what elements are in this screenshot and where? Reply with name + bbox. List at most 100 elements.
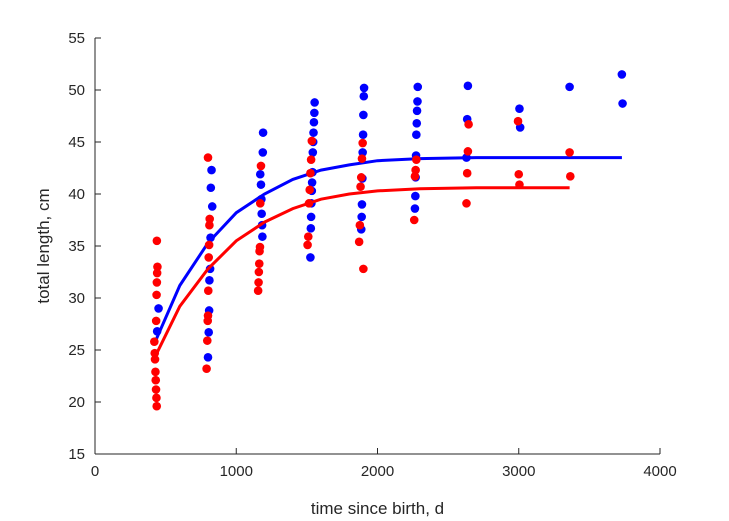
data-point bbox=[409, 215, 419, 225]
data-point bbox=[303, 240, 312, 250]
data-point bbox=[203, 286, 213, 296]
data-point bbox=[305, 185, 315, 195]
data-point bbox=[464, 120, 473, 129]
data-point bbox=[152, 278, 162, 287]
data-point bbox=[358, 138, 367, 148]
x-tick-label: 3000 bbox=[502, 463, 535, 480]
data-point bbox=[203, 153, 213, 162]
data-point bbox=[306, 212, 316, 222]
y-tick-label: 35 bbox=[68, 238, 85, 255]
data-point bbox=[565, 82, 574, 92]
data-point bbox=[204, 328, 214, 337]
data-point bbox=[618, 99, 627, 108]
data-point bbox=[355, 220, 365, 230]
data-point bbox=[412, 155, 421, 164]
data-point bbox=[462, 168, 472, 178]
data-point bbox=[152, 236, 162, 246]
data-point bbox=[306, 253, 315, 262]
data-point bbox=[307, 136, 317, 146]
data-point bbox=[413, 97, 422, 106]
data-point bbox=[310, 98, 319, 107]
data-point bbox=[309, 117, 319, 127]
data-point bbox=[151, 375, 161, 385]
data-point bbox=[357, 154, 367, 163]
data-point bbox=[463, 147, 473, 156]
data-point bbox=[205, 220, 214, 230]
data-point bbox=[152, 401, 162, 411]
data-point bbox=[255, 199, 265, 208]
data-point bbox=[151, 316, 161, 326]
data-point bbox=[566, 172, 575, 181]
data-point bbox=[258, 128, 268, 137]
data-point bbox=[207, 202, 217, 211]
data-point bbox=[150, 337, 159, 346]
data-point bbox=[207, 165, 216, 175]
data-point bbox=[462, 199, 471, 208]
data-point bbox=[359, 264, 368, 274]
data-point bbox=[153, 262, 162, 272]
data-point bbox=[358, 130, 368, 140]
data-point bbox=[310, 108, 319, 118]
data-point bbox=[205, 276, 214, 285]
x-tick-label: 2000 bbox=[361, 463, 394, 480]
data-point bbox=[413, 82, 423, 92]
data-point bbox=[357, 200, 367, 209]
data-point bbox=[202, 364, 211, 374]
x-tick-label: 0 bbox=[91, 463, 99, 480]
plot-area bbox=[150, 70, 627, 411]
fit-curve bbox=[152, 186, 570, 359]
data-point bbox=[151, 367, 160, 377]
data-point bbox=[356, 182, 365, 192]
data-point bbox=[306, 168, 315, 178]
data-point bbox=[359, 83, 369, 93]
data-point bbox=[254, 267, 264, 277]
data-point bbox=[204, 240, 214, 250]
data-point bbox=[358, 148, 367, 157]
data-point bbox=[412, 118, 422, 128]
data-point bbox=[514, 169, 524, 179]
data-point bbox=[257, 209, 266, 219]
data-point bbox=[411, 191, 420, 201]
data-point bbox=[357, 212, 366, 222]
data-point bbox=[309, 128, 318, 137]
data-point bbox=[359, 91, 369, 101]
data-point bbox=[617, 70, 627, 79]
data-point bbox=[411, 165, 420, 175]
data-point bbox=[308, 148, 318, 157]
data-point bbox=[152, 268, 162, 278]
data-point bbox=[152, 290, 161, 300]
y-tick-label: 40 bbox=[68, 186, 85, 203]
x-axis-title: time since birth, d bbox=[311, 499, 444, 518]
data-point bbox=[359, 110, 368, 120]
y-tick-label: 50 bbox=[68, 82, 85, 99]
data-point bbox=[307, 178, 317, 187]
series-1 bbox=[152, 70, 627, 362]
data-point bbox=[255, 169, 265, 179]
y-tick-label: 30 bbox=[68, 290, 85, 307]
data-point bbox=[152, 393, 161, 403]
y-tick-label: 15 bbox=[68, 446, 85, 463]
data-point bbox=[206, 183, 216, 193]
y-tick-label: 20 bbox=[68, 394, 85, 411]
data-point bbox=[410, 204, 420, 213]
data-point bbox=[565, 148, 574, 157]
y-tick-label: 45 bbox=[68, 134, 85, 151]
data-point bbox=[412, 130, 421, 140]
data-point bbox=[253, 286, 263, 296]
data-point bbox=[303, 232, 313, 241]
data-point bbox=[254, 259, 264, 268]
data-point bbox=[204, 253, 214, 262]
axes: 0 1000 2000 3000 4000 15 20 25 30 35 40 45 50 55 bbox=[68, 30, 676, 480]
data-point bbox=[356, 173, 366, 182]
series-2 bbox=[150, 116, 575, 411]
data-point bbox=[202, 336, 212, 345]
data-point bbox=[258, 148, 268, 157]
data-point bbox=[410, 172, 420, 181]
data-point bbox=[306, 224, 316, 233]
data-point bbox=[205, 214, 214, 224]
data-point bbox=[513, 116, 523, 126]
data-point bbox=[151, 385, 161, 394]
data-point bbox=[255, 242, 265, 252]
y-tick-label: 55 bbox=[68, 30, 85, 47]
